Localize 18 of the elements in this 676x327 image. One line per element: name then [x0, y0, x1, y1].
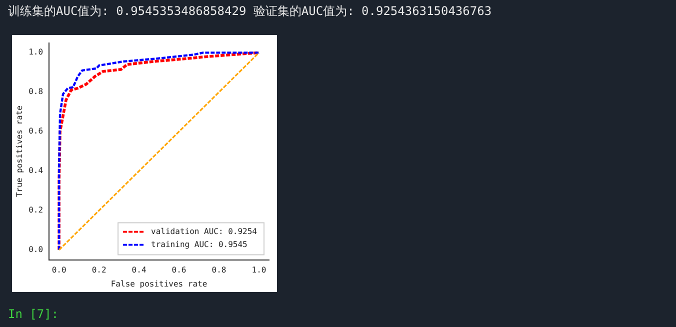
legend-label: validation AUC: 0.9254: [151, 226, 258, 236]
x-tick-label: 0.4: [132, 266, 146, 275]
x-tick-label: 0.2: [92, 266, 106, 275]
text: 训练集的AUC值为: 0.9545353486858429 验证集的AUC值为: 0.9254363150436763: [8, 3, 492, 20]
x-tick-label: 0.0: [52, 266, 66, 275]
text: In [7]:: [8, 307, 59, 321]
y-tick-label: 0.8: [28, 87, 44, 96]
x-tick-label: 1.0: [252, 266, 266, 275]
x-tick-label: 0.8: [212, 266, 226, 275]
y-tick-label: 1.0: [28, 48, 44, 57]
legend-label: training AUC: 0.9545: [151, 240, 248, 249]
y-axis-title: True positives rate: [14, 105, 24, 198]
x-tick-label: 0.6: [172, 266, 186, 275]
y-tick-label: 0.2: [28, 206, 44, 215]
y-tick-label: 0.0: [28, 245, 44, 254]
y-tick-label: 0.6: [28, 126, 44, 136]
y-tick-label: 0.4: [28, 166, 44, 176]
x-axis-title: False positives rate: [110, 279, 208, 288]
